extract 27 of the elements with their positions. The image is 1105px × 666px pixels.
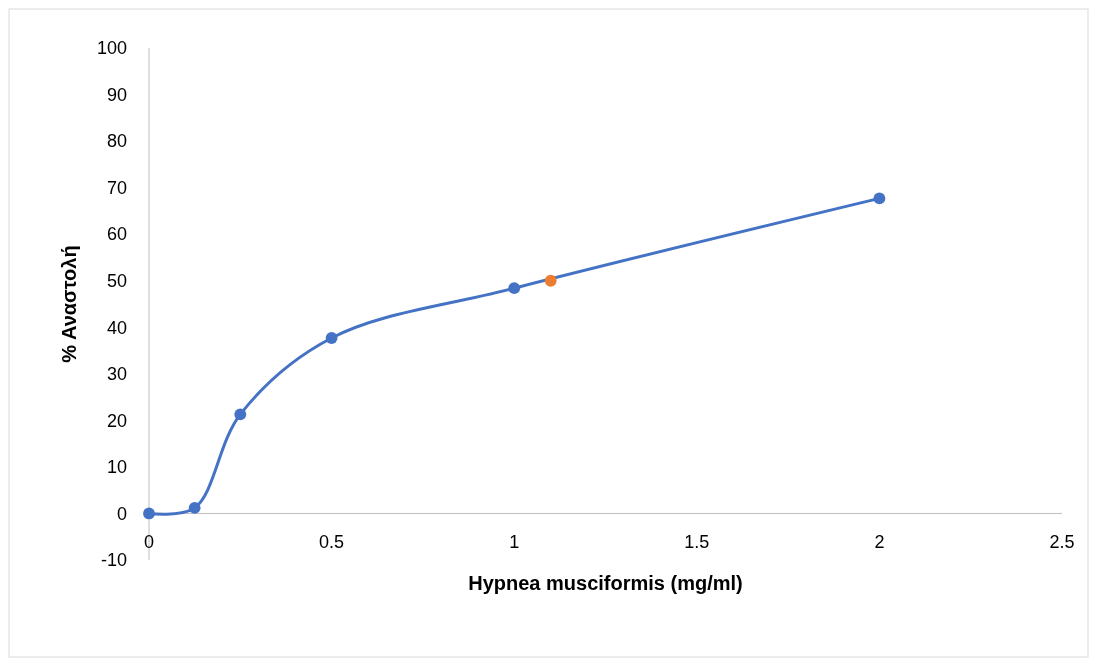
y-tick-label: 50 [106, 271, 127, 292]
x-tick-label: 2.5 [1049, 532, 1075, 553]
y-tick-label: 0 [116, 503, 127, 524]
y-tick-label: 80 [106, 131, 127, 152]
point [234, 408, 247, 421]
y-tick-label: 60 [106, 224, 127, 245]
y-tick-label: 40 [106, 317, 127, 338]
x-tick-label: 1.5 [684, 532, 710, 553]
x-tick-label: 0.5 [319, 532, 345, 553]
x-tick-label: 1 [509, 532, 520, 553]
y-tick-label: 30 [106, 364, 127, 385]
y-tick-label: 100 [96, 38, 127, 59]
x-tick-label: 0 [143, 532, 155, 553]
x-axis-title: Hypnea musciformis (mg/ml) [468, 572, 743, 594]
point [325, 332, 338, 344]
y-tick-label: 20 [106, 410, 127, 431]
y-tick-label: 90 [106, 84, 127, 105]
y-tick-label: 70 [106, 177, 127, 198]
y-tick-label: -10 [100, 550, 127, 571]
y-tick-label: 10 [106, 457, 127, 478]
y-axis-title: % Αναστολή [58, 245, 80, 363]
point [873, 192, 886, 205]
point [143, 507, 155, 520]
x-tick-label: 2 [874, 532, 885, 553]
point [508, 282, 521, 295]
point [544, 274, 557, 287]
point [188, 501, 201, 514]
